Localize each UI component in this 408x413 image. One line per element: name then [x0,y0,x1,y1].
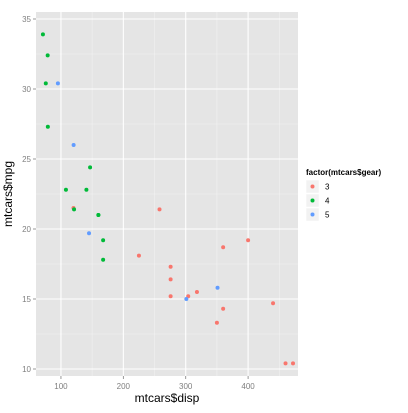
data-point-gear-4 [63,187,68,192]
data-point-gear-3 [214,320,219,325]
data-point-gear-5 [71,143,76,147]
major-gridlines [36,12,298,376]
x-tick-label: 400 [241,382,255,391]
data-point-gear-5 [215,285,220,290]
legend-swatch-5 [310,212,315,217]
y-tick-label: 25 [22,155,31,164]
data-point-gear-3 [221,245,226,250]
data-point-gear-4 [101,238,106,243]
data-point-gear-4 [45,124,50,129]
data-point-gear-3 [271,301,276,306]
y-axis-label: mtcars$mpg [1,161,15,227]
data-point-gear-4 [43,81,48,86]
data-point-gear-3 [246,238,251,243]
minor-gridlines [36,12,298,376]
x-tick-label: 300 [179,382,193,391]
data-point-gear-4 [72,207,77,212]
y-tick-label: 20 [22,225,31,234]
y-axis-ticks: 10 15 20 25 30 35 [22,15,36,374]
y-tick-label: 15 [22,295,31,304]
data-point-gear-4 [40,32,45,37]
legend-title: factor(mtcars$gear) [306,168,381,177]
data-point-gear-4 [45,53,50,58]
data-point-gear-3 [283,361,288,366]
legend: factor(mtcars$gear) 3 4 5 [305,168,381,222]
data-point-gear-4 [84,187,89,192]
data-point-gear-5 [184,297,189,301]
y-tick-label: 10 [22,365,31,374]
data-point-gear-4 [96,213,101,217]
legend-items: 3 4 5 [305,179,330,222]
data-point-gear-3 [168,264,173,269]
data-point-gear-4 [101,257,106,262]
data-point-gear-3 [168,277,173,282]
legend-label-3: 3 [325,183,330,192]
legend-label-5: 5 [325,211,330,220]
y-tick-label: 35 [22,15,31,24]
data-points [40,32,296,366]
x-axis-ticks: 100 200 300 400 [54,376,255,391]
y-tick-label: 30 [22,85,31,94]
legend-label-4: 4 [325,197,330,206]
data-point-gear-4 [88,165,93,170]
x-tick-label: 100 [54,382,68,391]
data-point-gear-3 [136,253,141,258]
data-point-gear-3 [291,361,296,366]
x-tick-label: 200 [117,382,131,391]
legend-swatch-4 [310,198,315,203]
data-point-gear-3 [194,290,199,294]
data-point-gear-3 [157,207,162,212]
legend-swatch-3 [310,184,315,189]
data-point-gear-3 [168,294,173,299]
x-axis-label: mtcars$disp [135,391,200,405]
data-point-gear-5 [55,81,60,86]
data-point-gear-3 [221,306,226,311]
data-point-gear-5 [87,231,92,236]
